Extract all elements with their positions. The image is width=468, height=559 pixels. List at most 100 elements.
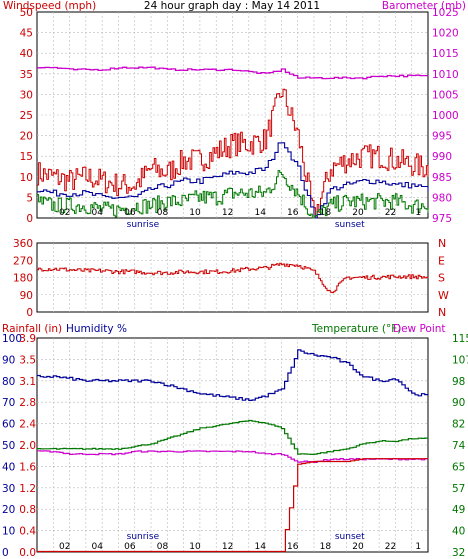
rain-ytick-0.8: 0.8 <box>19 504 36 516</box>
wind-xtick-08: 08 <box>157 208 169 218</box>
barometer-ytick-1015: 1015 <box>432 48 459 60</box>
compass-label-W: W <box>438 289 449 302</box>
rain-ytick-0.0: 0.0 <box>19 547 36 559</box>
rain-ytick-3.9: 3.9 <box>19 333 36 345</box>
direction-ytick-0: 0 <box>26 307 33 319</box>
temperature-axis-title: Temperature (°F) <box>311 323 401 335</box>
compass-label-S: S <box>438 272 445 285</box>
humidity-line <box>37 349 429 401</box>
rainfall-line <box>37 458 428 553</box>
wind-ytick-20: 20 <box>20 131 33 143</box>
wind-ytick-40: 40 <box>20 48 33 60</box>
humidity-ytick-90: 90 <box>2 354 15 366</box>
direction-ytick-90: 90 <box>20 290 33 302</box>
windspeed-average-line <box>37 142 429 219</box>
rain-xtick-02: 02 <box>59 542 70 552</box>
rain-ytick-1.2: 1.2 <box>19 483 36 495</box>
wind-xtick-02: 02 <box>59 208 70 218</box>
barometer-axis-title: Barometer (mb) <box>382 0 466 12</box>
rain-xtick-20: 20 <box>352 542 364 552</box>
rain-xtick-06: 06 <box>124 542 136 552</box>
wind-xtick-22: 22 <box>385 208 396 218</box>
barometer-line <box>37 66 429 80</box>
barometer-ytick-1025: 1025 <box>432 7 459 19</box>
temperature-ytick-98: 98 <box>452 376 465 388</box>
sunset-marker-bottom: sunset <box>335 532 365 542</box>
wind-xtick-10: 10 <box>189 208 201 218</box>
barometer-ytick-985: 985 <box>432 172 452 184</box>
rain-ytick-3.5: 3.5 <box>19 354 36 366</box>
dewpoint-axis-title: Dew Point <box>393 323 446 335</box>
wind-ytick-0: 0 <box>26 213 33 225</box>
barometer-ytick-995: 995 <box>432 131 452 143</box>
rainfall-axis-title: Rainfall (in) <box>2 323 62 335</box>
rain-xtick-22: 22 <box>385 542 396 552</box>
barometer-ytick-1010: 1010 <box>432 69 459 81</box>
rain-ytick-2.4: 2.4 <box>19 419 36 431</box>
humidity-ytick-50: 50 <box>2 440 15 452</box>
wind-ytick-30: 30 <box>20 89 33 101</box>
wind-ytick-45: 45 <box>20 28 33 40</box>
rain-xtick-04: 04 <box>92 542 104 552</box>
wind-ytick-5: 5 <box>26 192 33 204</box>
humidity-axis-title: Humidity % <box>66 323 127 335</box>
wind-xtick-1: 1 <box>415 208 421 218</box>
compass-label-E: E <box>438 254 445 267</box>
rain-ytick-3.1: 3.1 <box>19 376 36 388</box>
humidity-ytick-40: 40 <box>2 461 15 473</box>
rain-ytick-1.6: 1.6 <box>19 461 36 473</box>
chart-title: 24 hour graph day : May 14 2011 <box>144 0 320 12</box>
wind-xtick-16: 16 <box>287 208 299 218</box>
rain-xtick-1: 1 <box>415 542 421 552</box>
temperature-ytick-115: 115 <box>452 333 468 345</box>
rain-xtick-14: 14 <box>254 542 266 552</box>
temperature-ytick-90: 90 <box>452 397 465 409</box>
sunrise-marker-bottom: sunrise <box>127 532 160 542</box>
rain-xtick-08: 08 <box>157 542 169 552</box>
humidity-ytick-80: 80 <box>2 376 15 388</box>
compass-label-N: N <box>438 237 446 250</box>
rain-ytick-2.8: 2.8 <box>19 397 36 409</box>
direction-ytick-360: 360 <box>13 238 33 250</box>
humidity-ytick-0: 0 <box>2 547 9 559</box>
direction-ytick-180: 180 <box>13 273 33 285</box>
sunset-marker-top: sunset <box>335 220 365 230</box>
temperature-ytick-74: 74 <box>452 440 466 452</box>
rain-ytick-2.0: 2.0 <box>19 440 36 452</box>
wind-ytick-10: 10 <box>20 172 33 184</box>
humidity-ytick-100: 100 <box>2 333 22 345</box>
rain-xtick-18: 18 <box>320 542 332 552</box>
temperature-ytick-32: 32 <box>452 547 465 559</box>
temperature-ytick-107: 107 <box>452 354 468 366</box>
temperature-ytick-40: 40 <box>452 526 465 538</box>
temperature-ytick-65: 65 <box>452 461 465 473</box>
wind-xtick-20: 20 <box>352 208 364 218</box>
humidity-ytick-20: 20 <box>2 504 15 516</box>
barometer-ytick-1005: 1005 <box>432 89 459 101</box>
wind-ytick-35: 35 <box>20 69 33 81</box>
wind-ytick-25: 25 <box>20 110 33 122</box>
rain-xtick-16: 16 <box>287 542 299 552</box>
humidity-ytick-30: 30 <box>2 483 15 495</box>
wind-direction-line <box>37 262 429 294</box>
windspeed-axis-title: Windspeed (mph) <box>3 0 96 12</box>
humidity-ytick-10: 10 <box>2 526 15 538</box>
wind-xtick-04: 04 <box>92 208 104 218</box>
barometer-ytick-1000: 1000 <box>432 110 459 122</box>
rain-ytick-0.4: 0.4 <box>19 526 36 538</box>
wind-xtick-06: 06 <box>124 208 136 218</box>
windspeed-low-line <box>37 170 429 219</box>
wind-ytick-15: 15 <box>20 151 33 163</box>
barometer-ytick-975: 975 <box>432 213 452 225</box>
barometer-ytick-1020: 1020 <box>432 28 459 40</box>
rain-xtick-12: 12 <box>222 542 233 552</box>
barometer-ytick-990: 990 <box>432 151 452 163</box>
temperature-line <box>37 419 429 455</box>
wind-xtick-12: 12 <box>222 208 233 218</box>
temperature-ytick-82: 82 <box>452 419 465 431</box>
direction-ytick-270: 270 <box>13 255 33 267</box>
rain-xtick-10: 10 <box>189 542 201 552</box>
barometer-ytick-980: 980 <box>432 192 452 204</box>
